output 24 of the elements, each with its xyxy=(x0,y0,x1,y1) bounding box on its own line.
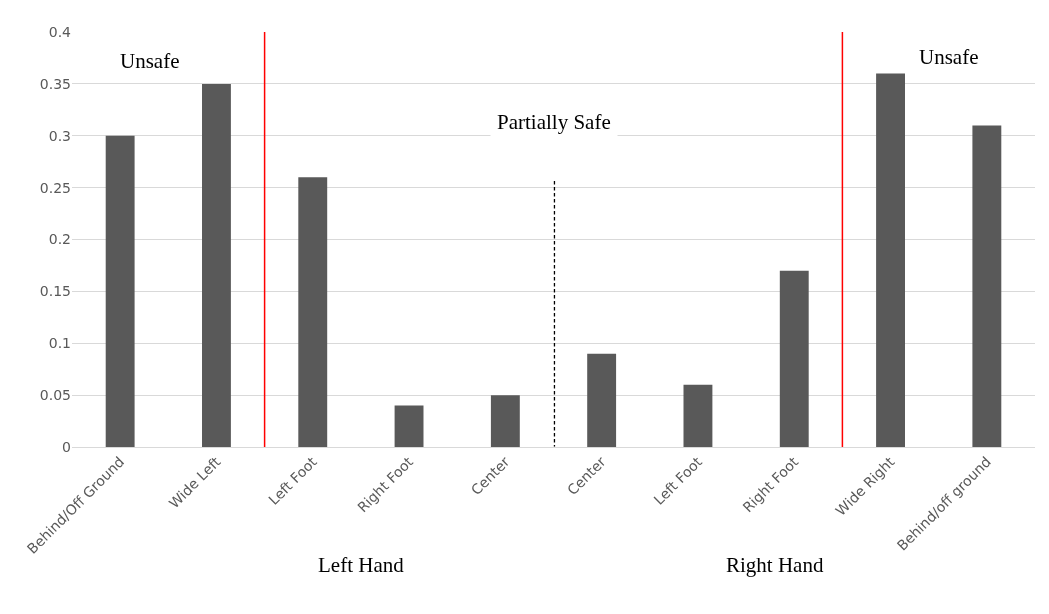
y-tick-label: 0.1 xyxy=(48,335,71,352)
y-tick-label: 0.15 xyxy=(39,283,71,300)
bar xyxy=(394,405,424,447)
bar xyxy=(105,135,135,447)
bar xyxy=(587,353,617,447)
bar xyxy=(202,83,231,447)
bar xyxy=(490,395,520,447)
annotation: Partially Safe xyxy=(497,110,611,134)
annotation: Unsafe xyxy=(919,45,979,69)
text: Right Hand xyxy=(726,553,824,577)
y-tick-label: 0.25 xyxy=(39,179,71,196)
y-tick-label: 0.2 xyxy=(48,231,71,248)
annotation: Unsafe xyxy=(120,49,180,73)
y-tick-label: 0 xyxy=(62,438,71,455)
y-tick-label: 0.4 xyxy=(48,23,72,40)
y-tick-label: 0.35 xyxy=(39,75,71,92)
bar xyxy=(298,177,328,447)
bar xyxy=(876,73,905,447)
y-tick-label: 0.3 xyxy=(48,127,71,144)
bar xyxy=(779,270,809,447)
bar xyxy=(972,125,1002,447)
y-tick-label: 0.05 xyxy=(39,387,71,404)
bar xyxy=(683,384,713,447)
text: Left Hand xyxy=(318,553,405,577)
